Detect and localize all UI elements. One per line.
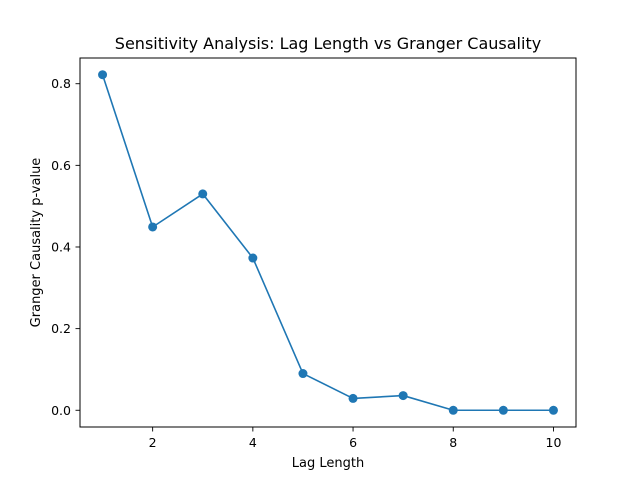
y-axis-label: Granger Causality p-value xyxy=(29,158,44,328)
series-line xyxy=(101,74,554,412)
x-tick-label: 6 xyxy=(349,435,357,450)
x-tick-label: 10 xyxy=(546,435,562,450)
data-point xyxy=(298,369,308,379)
x-axis-ticks: 2 4 6 8 10 xyxy=(149,427,562,450)
y-tick-label: 0.6 xyxy=(51,158,71,173)
y-tick-label: 0.8 xyxy=(51,76,71,91)
x-tick-label: 4 xyxy=(249,435,257,450)
axes-frame xyxy=(79,57,577,428)
data-point xyxy=(498,405,508,415)
y-tick-label: 0.2 xyxy=(51,321,71,336)
data-point xyxy=(148,222,158,232)
data-point xyxy=(198,189,208,199)
data-point xyxy=(98,70,108,80)
data-point xyxy=(348,393,358,403)
y-tick-label: 0.0 xyxy=(51,403,71,418)
x-tick-label: 2 xyxy=(149,435,157,450)
plot-area xyxy=(98,70,558,415)
data-point xyxy=(398,391,408,401)
chart-title: Sensitivity Analysis: Lag Length vs Gran… xyxy=(115,34,541,53)
data-point xyxy=(548,405,558,415)
data-point xyxy=(248,253,258,263)
x-axis-label: Lag Length xyxy=(292,456,364,471)
y-tick-label: 0.4 xyxy=(51,239,71,254)
x-tick-label: 8 xyxy=(449,435,457,450)
data-point xyxy=(448,405,458,415)
y-axis-ticks: 0.0 0.2 0.4 0.6 0.8 xyxy=(51,76,80,418)
